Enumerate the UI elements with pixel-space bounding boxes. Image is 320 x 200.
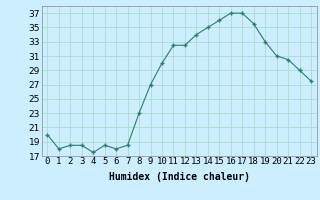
X-axis label: Humidex (Indice chaleur): Humidex (Indice chaleur) bbox=[109, 172, 250, 182]
